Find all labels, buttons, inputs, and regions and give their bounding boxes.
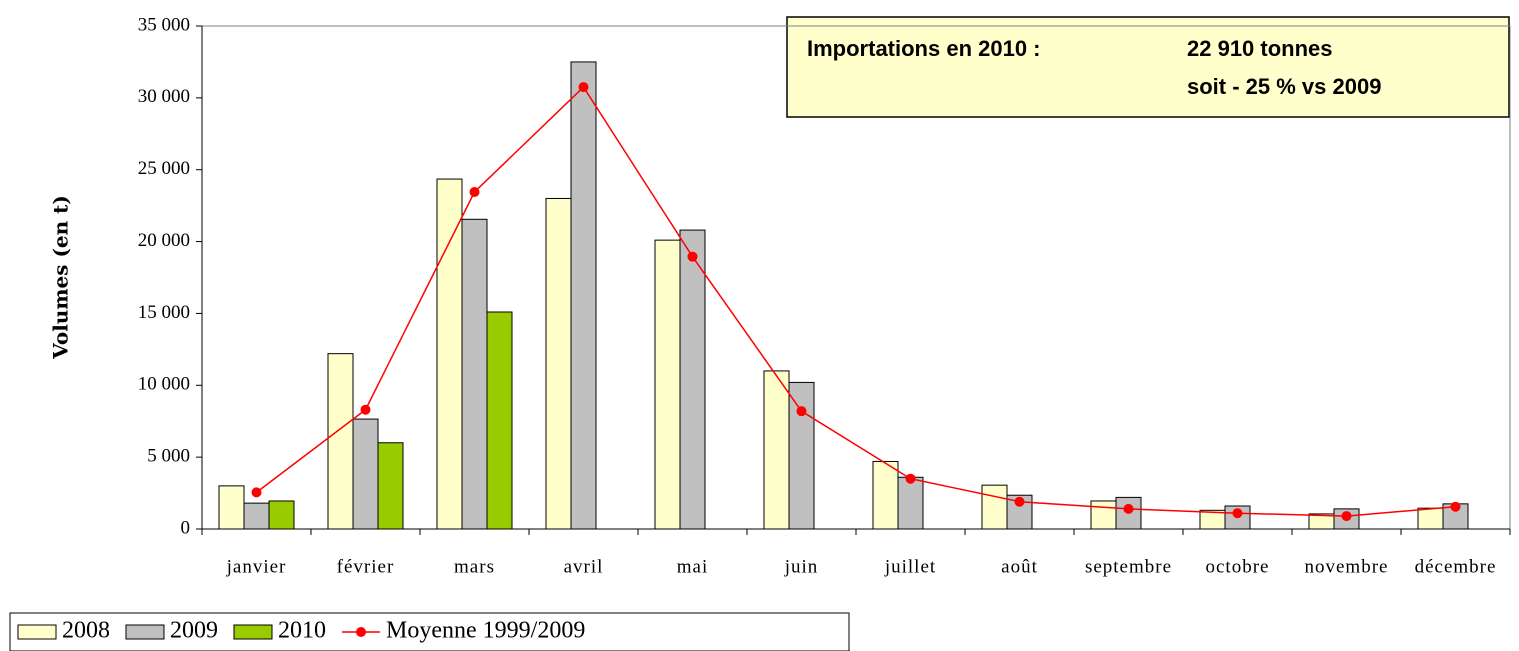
bar	[545, 197, 572, 530]
legend-swatch	[17, 624, 57, 640]
legend-label: 2008	[62, 618, 110, 644]
annotation: Importations en 2010 :	[807, 36, 1041, 61]
x-tick-label: octobre	[1206, 556, 1270, 577]
x-tick-label: septembre	[1085, 556, 1172, 577]
x-tick-label: mars	[454, 556, 495, 577]
line-marker	[360, 404, 371, 415]
bar	[218, 485, 245, 530]
line-marker	[1123, 503, 1134, 514]
bar	[570, 61, 597, 530]
bar	[788, 381, 815, 530]
y-tick-label: 25 000	[138, 158, 190, 179]
x-tick-label: janvier	[226, 556, 287, 577]
bar	[486, 311, 513, 530]
line-marker	[905, 473, 916, 484]
bar	[763, 370, 790, 530]
line-marker	[1232, 508, 1243, 519]
line	[256, 85, 1456, 517]
bar	[1417, 507, 1444, 530]
bar	[436, 178, 463, 530]
bar	[327, 353, 354, 530]
y-tick-label: 20 000	[138, 230, 190, 251]
x-tick-label: décembre	[1415, 556, 1497, 577]
x-tick-label: juillet	[884, 556, 936, 577]
y-tick-label: 30 000	[138, 86, 190, 107]
bar	[243, 502, 270, 530]
line-marker	[469, 186, 480, 197]
bar	[654, 239, 681, 530]
bar	[981, 484, 1008, 530]
legend-marker	[356, 627, 366, 637]
bar	[461, 218, 488, 530]
x-tick-label: mai	[677, 556, 709, 577]
legend-label: 2009	[170, 618, 218, 644]
y-axis-label: Volumes (en t)	[49, 195, 73, 360]
line-marker	[578, 82, 589, 93]
line-marker	[1450, 501, 1461, 512]
line-marker	[1341, 511, 1352, 522]
legend-swatch	[233, 624, 273, 640]
legend-label: 2010	[278, 618, 326, 644]
y-tick-label: 35 000	[138, 14, 190, 35]
annotation: soit - 25 % vs 2009	[1187, 74, 1381, 99]
bar	[268, 500, 295, 530]
y-tick-label: 15 000	[138, 302, 190, 323]
y-tick-label: 5 000	[147, 446, 190, 467]
bar	[352, 418, 379, 530]
x-tick-label: novembre	[1305, 556, 1389, 577]
x-tick-label: février	[337, 556, 395, 577]
y-tick-label: 10 000	[138, 374, 190, 395]
bar	[872, 460, 899, 530]
bar	[377, 442, 404, 530]
bar	[1090, 500, 1117, 530]
x-tick-label: août	[1001, 556, 1038, 577]
x-tick-label: juin	[784, 556, 819, 577]
line-marker	[251, 487, 262, 498]
annotation-box	[786, 16, 1510, 118]
legend-label: Moyenne 1999/2009	[386, 618, 585, 644]
legend-swatch	[125, 624, 165, 640]
y-tick-label: 0	[181, 517, 191, 538]
line-marker	[687, 251, 698, 262]
bar	[679, 229, 706, 530]
annotation: 22 910 tonnes	[1187, 36, 1333, 61]
line-marker	[1014, 496, 1025, 507]
bar	[897, 476, 924, 530]
line-marker	[796, 406, 807, 417]
x-tick-label: avril	[564, 556, 604, 577]
